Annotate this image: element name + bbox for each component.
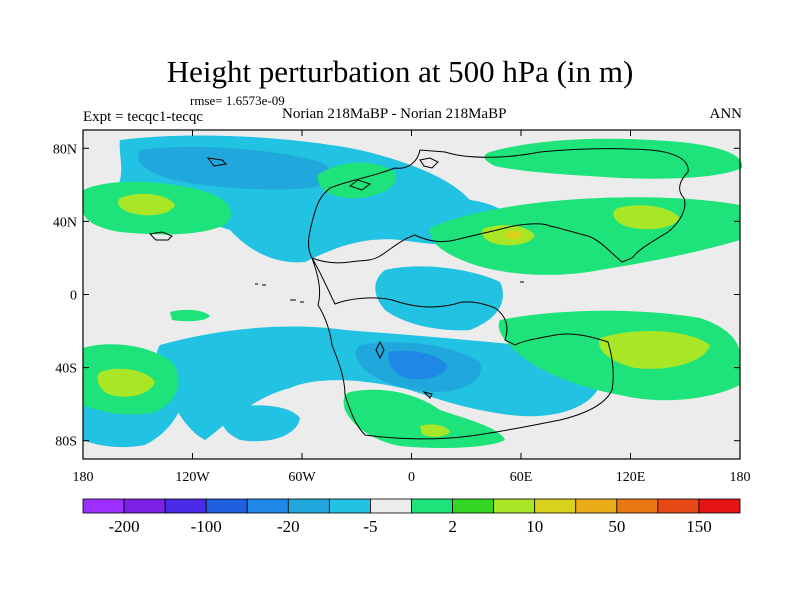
contour-green-antarctic [343,389,505,448]
colorbar-box [82,498,125,514]
coastline-arctic-detail [419,157,439,169]
colorbar-box [616,498,659,514]
contour-ygreen-antarctic [420,424,450,437]
contour-ygreen-asia [613,205,680,230]
contour-mid-blue-north [137,146,333,190]
lon-tick-label: 180 [730,470,751,485]
colorbar-box [205,498,248,514]
colorbar-box [328,498,371,514]
contour-blue-southern-band [156,326,600,440]
colorbar-box [452,498,495,514]
rmse-label: rmse= 1.6573e-09 [190,93,285,108]
coastline-north-detail [206,157,372,191]
colorbar-label: 2 [448,517,457,536]
colorbar-box [411,498,453,514]
coastline-west-island [148,231,173,241]
colorbar-label: 10 [526,517,543,536]
lat-tick-group: 80N 40N 0 40S 80S [53,142,740,450]
coastline-antarctic-detail [375,340,433,399]
colorbar-label: -5 [363,517,377,536]
contour-green-arctic [484,138,743,179]
lon-tick-group: 180 120W 60W 0 60E 120E 180 [73,130,751,485]
lat-tick-label: 80N [53,142,77,157]
colorbar-box [657,498,700,514]
contour-ygreen-south-pacific [97,368,155,397]
lat-tick-label: 40N [53,215,77,230]
contour-green-small-patch [170,309,210,322]
colorbar-label: -20 [277,517,300,536]
colorbar-labels: -200 -100 -20 -5 2 10 50 150 [108,517,711,536]
contour-ygreen-south-indian [599,330,710,369]
map-fill-layer [83,130,743,459]
coastline-gondwana-south [311,257,614,440]
colorbar-label: 50 [608,517,625,536]
lon-tick-label: 120W [175,470,210,485]
contour-dark-blue-core [388,350,448,380]
experiment-label: Expt = tecqc1-tecqc [83,109,204,125]
colorbar-label: -200 [108,517,139,536]
colorbar-boxes [82,498,741,514]
colorbar-label: -100 [191,517,222,536]
lon-tick-label: 60E [510,470,533,485]
lon-tick-label: 120E [616,470,646,485]
contour-blue-small-southwest [221,405,300,442]
continent-outlines [148,148,689,440]
contour-yellow-core [505,230,523,240]
colorbar-box [164,498,207,514]
colorbar-box [534,498,577,514]
season-label: ANN [709,106,743,122]
lat-tick-label: 40S [55,362,77,377]
plot-title: Height perturbation at 500 hPa (in m) [166,54,634,89]
contour-ygreen-north-pacific [118,193,175,216]
lat-tick-label: 0 [70,289,77,304]
colorbar-box [123,498,166,514]
colorbar-box [698,498,741,514]
colorbar-box [287,498,330,514]
lat-tick-label: 80S [55,435,77,450]
coastline-small-islands [255,281,524,303]
lon-tick-label: 0 [408,470,415,485]
colorbar-box [493,498,536,514]
lon-tick-label: 60W [288,470,316,485]
colorbar-label: 150 [686,517,712,536]
colorbar-box [246,498,289,514]
lon-tick-label: 180 [73,470,94,485]
colorbar-box [370,498,412,514]
runs-label: Norian 218MaBP - Norian 218MaBP [282,106,507,122]
coastline-pangea [308,148,689,264]
colorbar-box [575,498,618,514]
contour-blue-equatorial [375,266,503,331]
